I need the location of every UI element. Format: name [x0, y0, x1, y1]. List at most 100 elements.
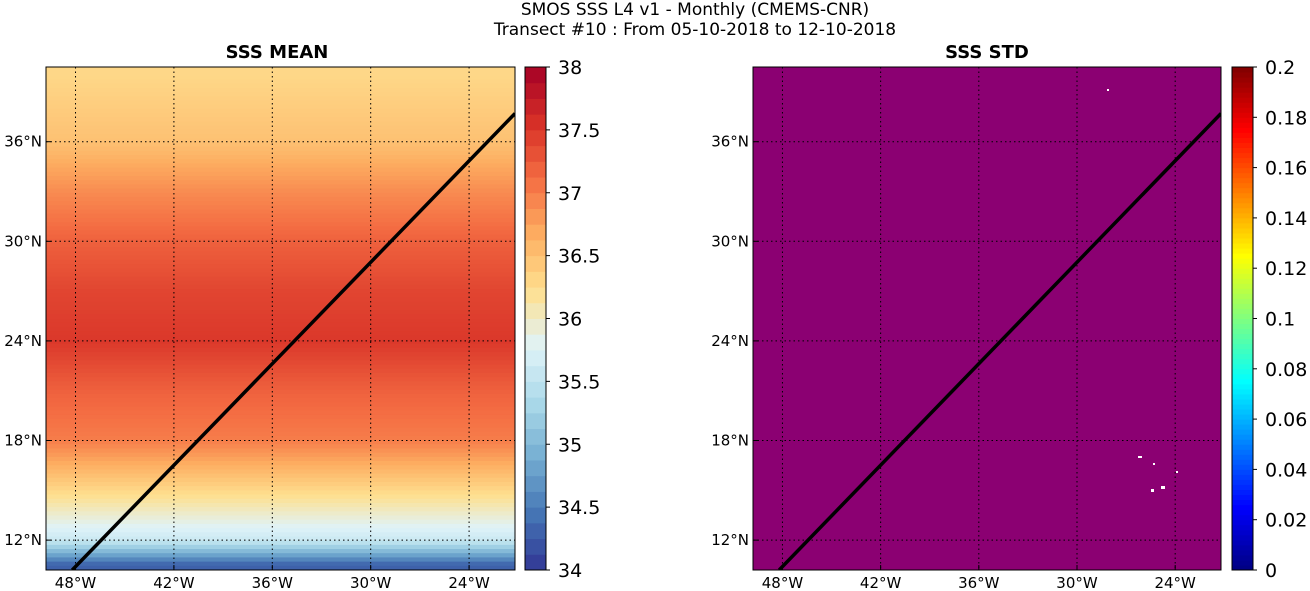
sss-mean-field-band	[46, 544, 515, 550]
sss-mean-field-band	[46, 549, 515, 554]
mean-colorbar-tick-label: 37.5	[558, 120, 600, 142]
colorbar-segment	[525, 192, 546, 209]
colorbar-segment	[1232, 534, 1253, 541]
figure-suptitle-line1: SMOS SSS L4 v1 - Monthly (CMEMS-CNR)	[520, 0, 870, 20]
colorbar-segment	[1232, 298, 1253, 304]
colorbar-segment	[1232, 474, 1253, 480]
sss-mean-field-band	[46, 276, 515, 282]
sss-mean-field-band	[46, 196, 515, 202]
colorbar-segment	[1232, 67, 1253, 73]
colorbar-segment	[1232, 278, 1253, 284]
sss-mean-panel: SSS MEAN 48°W 42°W 36°W 30°W 24°W 12°N 18°N 24…	[4, 42, 600, 591]
sss-mean-field-band	[46, 318, 515, 324]
mean-colorbar-tick-label: 36	[558, 309, 582, 331]
colorbar-segment	[1232, 283, 1253, 289]
colorbar-segment	[525, 318, 546, 335]
std-x-tick-label: 36°W	[958, 574, 1000, 591]
colorbar-segment	[525, 428, 546, 445]
sss-mean-field-band	[46, 92, 515, 97]
colorbar-segment	[1232, 238, 1253, 244]
sss-mean-field-band	[46, 264, 515, 269]
sss-mean-field-band	[46, 217, 515, 223]
mean-y-tick-label: 30°N	[4, 232, 42, 250]
colorbar-segment	[1232, 353, 1253, 360]
colorbar-segment	[1232, 398, 1253, 405]
std-x-tick-label: 42°W	[860, 574, 902, 591]
mean-colorbar-tick-label: 34	[558, 560, 582, 582]
mean-y-tick-label: 18°N	[4, 432, 42, 450]
sss-mean-field-band	[46, 205, 515, 211]
sss-mean-field-band	[46, 410, 515, 416]
sss-mean-field-band	[46, 494, 515, 500]
colorbar-segment	[1232, 132, 1253, 138]
sss-mean-field-band	[46, 213, 515, 219]
colorbar-segment	[525, 507, 546, 524]
colorbar-segment	[1232, 328, 1253, 335]
colorbar-segment	[525, 287, 546, 304]
std-y-tick-label: 12°N	[711, 531, 749, 549]
colorbar-segment	[1232, 227, 1253, 234]
colorbar-segment	[1232, 554, 1253, 561]
sss-mean-field-band	[46, 343, 515, 349]
colorbar-segment	[1232, 253, 1253, 259]
colorbar-segment	[525, 208, 546, 225]
colorbar-segment	[1232, 92, 1253, 98]
colorbar-segment	[1232, 187, 1253, 194]
sss-mean-field-band	[46, 490, 515, 496]
mean-y-tick-label: 24°N	[4, 332, 42, 350]
sss-mean-field-band	[46, 331, 515, 336]
mean-colorbar-tick-label: 35	[558, 434, 582, 456]
mean-x-tick-label: 30°W	[350, 574, 392, 591]
sss-mean-colorbar-ticks: 34 34.5 35 35.5 36 36.5 37 37.5 38	[546, 57, 600, 582]
sss-mean-field-band	[46, 335, 515, 341]
mean-x-tick-label: 24°W	[448, 574, 490, 591]
colorbar-segment	[525, 302, 546, 319]
std-colorbar-tick-label: 0.14	[1265, 208, 1307, 230]
sss-mean-field-band	[46, 486, 515, 491]
sss-std-missing-pixels	[1107, 89, 1178, 492]
colorbar-segment	[1232, 414, 1253, 420]
sss-mean-field-band	[46, 155, 515, 160]
sss-mean-field-band	[46, 108, 515, 114]
std-colorbar-tick-label: 0.2	[1265, 57, 1295, 79]
colorbar-segment	[525, 255, 546, 272]
colorbar-segment	[1232, 439, 1253, 445]
mean-x-tick-label: 36°W	[252, 574, 294, 591]
sss-mean-field-band	[46, 314, 515, 320]
colorbar-segment	[1232, 383, 1253, 390]
sss-mean-field-band	[46, 515, 515, 521]
colorbar-segment	[525, 381, 546, 398]
sss-mean-field-band	[46, 209, 515, 215]
sss-mean-field-band	[46, 368, 515, 374]
sss-mean-field-band	[46, 163, 515, 169]
sss-mean-field-band	[46, 226, 515, 232]
sss-mean-field-band	[46, 310, 515, 315]
colorbar-segment	[1232, 127, 1253, 133]
colorbar-segment	[1232, 142, 1253, 148]
sss-mean-field-band	[46, 100, 515, 106]
colorbar-segment	[1232, 107, 1253, 113]
colorbar-segment	[1232, 202, 1253, 209]
sss-mean-field-band	[46, 268, 515, 273]
sss-mean-field-band	[46, 280, 515, 286]
colorbar-segment	[525, 444, 546, 461]
colorbar-segment	[1232, 207, 1253, 214]
sss-mean-field-band	[46, 532, 515, 538]
sss-std-axes-frame	[752, 66, 1222, 571]
sss-mean-field-band	[46, 511, 515, 517]
sss-std-field	[753, 67, 1221, 570]
colorbar-segment	[525, 397, 546, 414]
colorbar-segment	[1232, 258, 1253, 264]
sss-mean-field-band	[46, 427, 515, 433]
colorbar-segment	[1232, 303, 1253, 309]
std-colorbar-tick-label: 0.08	[1265, 359, 1307, 381]
colorbar-segment	[1232, 409, 1253, 415]
sss-mean-field-band	[46, 129, 515, 135]
colorbar-segment	[1232, 112, 1253, 118]
sss-mean-field-band	[46, 79, 515, 85]
sss-mean-field-band	[46, 419, 515, 424]
colorbar-segment	[1232, 197, 1253, 204]
colorbar-segment	[1232, 564, 1253, 571]
std-colorbar-tick-label: 0.04	[1265, 459, 1307, 481]
sss-mean-field-band	[46, 134, 515, 139]
